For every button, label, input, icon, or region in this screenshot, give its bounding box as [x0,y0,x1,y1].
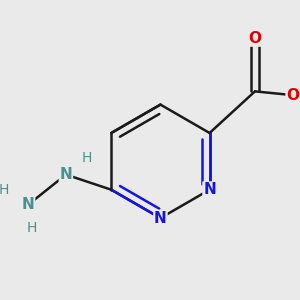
Text: O: O [248,31,262,46]
Text: N: N [154,211,167,226]
Text: N: N [59,167,72,182]
Text: H: H [82,151,92,165]
Text: N: N [203,182,216,197]
Text: O: O [286,88,299,103]
Text: H: H [27,220,37,235]
Text: N: N [22,197,34,212]
Text: H: H [0,183,9,197]
